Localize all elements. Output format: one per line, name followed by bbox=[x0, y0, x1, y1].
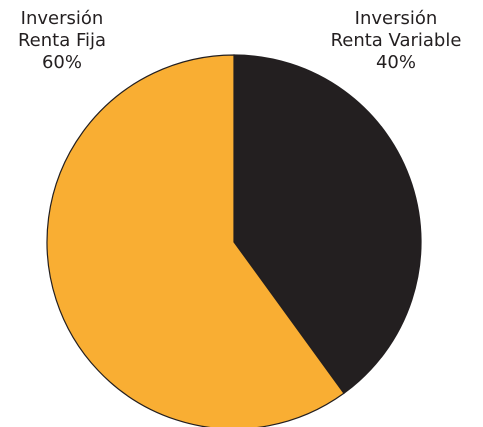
pie-slice-0 bbox=[233, 54, 422, 395]
slice-label-renta-variable: Inversión Renta Variable 40% bbox=[312, 8, 480, 74]
slice-label-value: 60% bbox=[41, 52, 82, 73]
pie-slices bbox=[46, 54, 422, 427]
slice-label-renta-fija: Inversión Renta Fija 60% bbox=[0, 8, 124, 74]
slice-label-value: 40% bbox=[375, 52, 416, 73]
slice-label-line: Inversión bbox=[354, 8, 438, 29]
slice-label-line: Renta Variable bbox=[330, 30, 462, 51]
slice-label-line: Renta Fija bbox=[17, 30, 107, 51]
pie-slice-1 bbox=[46, 54, 345, 427]
slice-label-line: Inversión bbox=[20, 8, 104, 29]
